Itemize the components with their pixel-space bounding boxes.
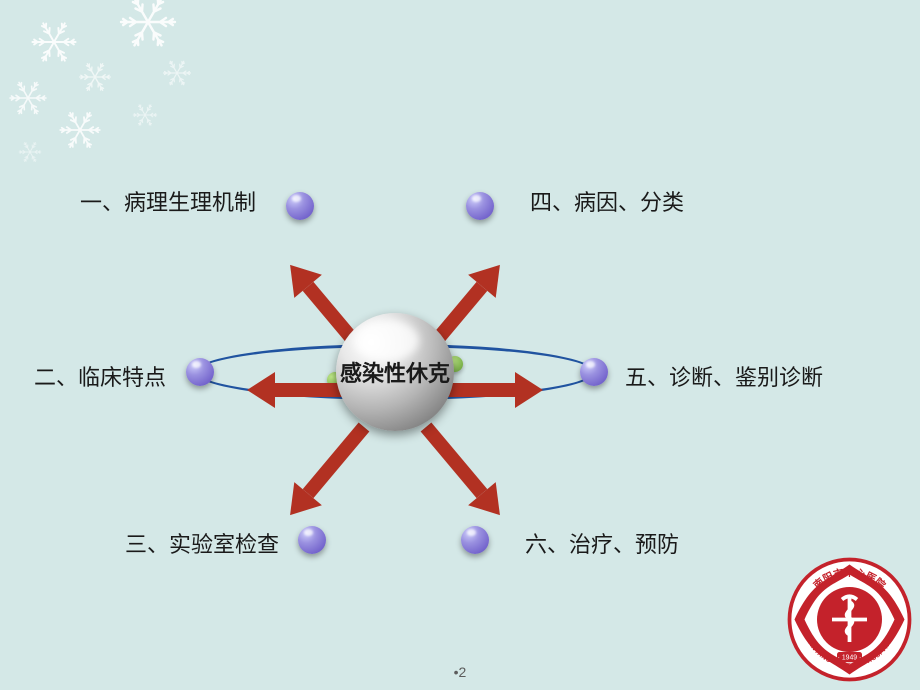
node-one: [286, 192, 314, 220]
arrow-five: [443, 372, 543, 408]
node-six: [461, 526, 489, 554]
label-two: 二、临床特点: [34, 360, 166, 392]
node-two: [186, 358, 214, 386]
node-three: [298, 526, 326, 554]
page-number: •2: [454, 664, 467, 680]
label-four: 四、病因、分类: [530, 185, 684, 217]
arrow-two: [247, 372, 347, 408]
arrow-six: [412, 415, 513, 526]
label-six: 六、治疗、预防: [525, 527, 679, 559]
node-five: [580, 358, 608, 386]
arrow-three: [276, 415, 377, 526]
label-one: 一、病理生理机制: [80, 185, 256, 217]
label-three: 三、实验室检查: [125, 527, 279, 559]
hospital-logo: 南阳市中心医院 NANYANG CENTRAL HOSPITAL · 1949 …: [787, 557, 912, 682]
center-title: 感染性休克: [340, 356, 450, 388]
label-five: 五、诊断、鉴别诊断: [625, 360, 823, 392]
svg-text:· 1949 ·: · 1949 ·: [838, 655, 862, 662]
node-four: [466, 192, 494, 220]
